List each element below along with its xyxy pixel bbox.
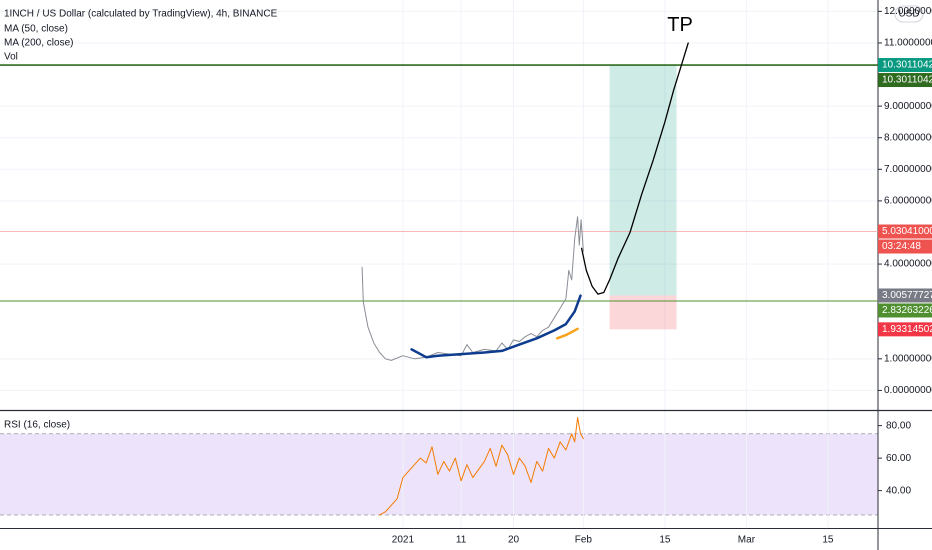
price-tag: [878, 322, 932, 337]
x-tick-label: 15: [659, 535, 671, 546]
series-line: [410, 294, 582, 359]
price-tag: [878, 239, 932, 254]
price-tag: [878, 73, 932, 88]
x-tick-label: Feb: [575, 535, 593, 546]
y-tick-label: 9.00000000: [884, 101, 932, 112]
price-tag-label: 2.83263226: [882, 305, 932, 316]
legend-entry: MA (50, close): [4, 24, 68, 35]
currency-badge[interactable]: [894, 5, 924, 23]
y-tick-label: 4.00000000: [884, 259, 932, 270]
series-line: [379, 417, 584, 516]
chart-title: 1INCH / US Dollar (calculated by Trading…: [4, 9, 278, 20]
position-profit: [609, 65, 677, 296]
x-tick-label: 11: [456, 535, 467, 546]
series-line: [580, 42, 689, 295]
y-tick-label: 1.00000000: [884, 353, 932, 364]
price-tag: [878, 303, 932, 318]
series-line: [555, 327, 579, 340]
annotation: TP: [667, 14, 693, 36]
price-tag-label: 5.03041000: [882, 226, 932, 237]
price-tag-label: 3.00577727: [882, 290, 932, 301]
legend-entry: MA (200, close): [4, 38, 73, 49]
y-tick-label: 11.00000000: [884, 38, 932, 49]
currency-label: USD: [898, 9, 919, 20]
price-tag: [878, 58, 932, 73]
y-tick-label: 80.00: [886, 420, 911, 431]
y-tick-label: 0.00000000: [884, 385, 932, 396]
rsi-band: [0, 433, 878, 515]
x-tick-label: 15: [822, 535, 834, 546]
rsi-title: RSI (16, close): [4, 420, 70, 431]
price-tag-label: 03:24:48: [882, 241, 921, 252]
y-tick-label: 6.00000000: [884, 196, 932, 207]
y-tick-label: 7.00000000: [884, 164, 932, 175]
y-tick-label: 60.00: [886, 453, 911, 464]
y-tick-label: 8.00000000: [884, 132, 932, 143]
x-tick-label: Mar: [738, 535, 756, 546]
series-line: [361, 216, 584, 361]
y-tick-label: 40.00: [886, 485, 911, 496]
volume-label: Vol: [4, 52, 18, 63]
x-tick-label: 20: [508, 535, 520, 546]
price-tag: [878, 288, 932, 303]
price-tag: [878, 224, 932, 239]
x-tick-label: 2021: [392, 535, 415, 546]
y-tick-label: 12.00000000: [884, 6, 932, 17]
price-tag-label: 1.93314502: [882, 324, 932, 335]
